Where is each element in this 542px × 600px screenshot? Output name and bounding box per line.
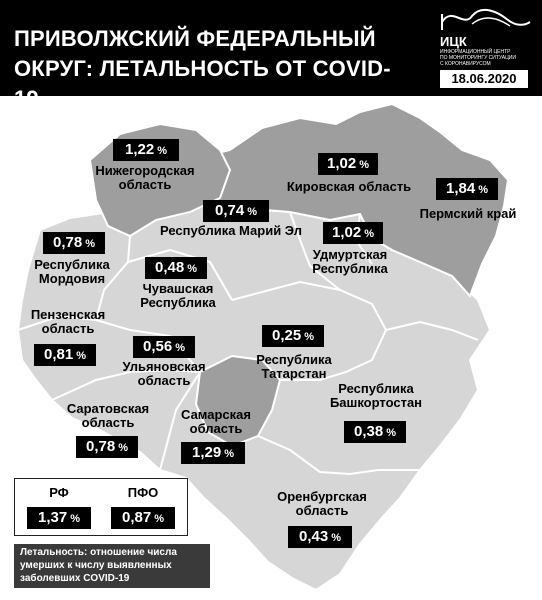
- label-tatarstan: Республика Татарстан: [256, 352, 332, 381]
- value-badge-kirov: 1,02%: [318, 153, 378, 175]
- value-badge-saratov: 0,78%: [76, 436, 138, 458]
- map: 1,22% Нижегородская область 1,02% Кировск…: [0, 96, 542, 600]
- value-badge-nizhny: 1,22%: [113, 139, 179, 161]
- map-svg: [16, 102, 510, 592]
- value-badge-mari-el: 0,74%: [203, 200, 269, 222]
- header: ПРИВОЛЖСКИЙ ФЕДЕРАЛЬНЫЙ ОКРУГ: ЛЕТАЛЬНОС…: [0, 0, 542, 111]
- note-line: умерших к числу выявленных: [20, 560, 172, 571]
- value-badge-tatarstan: 0,25%: [262, 325, 324, 347]
- region-shape-samara: [194, 354, 282, 448]
- logo: ИЦК ИНФОРМАЦИОННЫЙ ЦЕНТР ПО МОНИТОРИНГУ …: [438, 8, 536, 67]
- value-badge-bashkortostan: 0,38%: [344, 421, 406, 443]
- page-title: ПРИВОЛЖСКИЙ ФЕДЕРАЛЬНЫЙ ОКРУГ: ЛЕТАЛЬНОС…: [14, 24, 414, 114]
- label-orenburg: Оренбургская область: [277, 489, 367, 518]
- label-nizhny: Нижегородская область: [95, 163, 195, 192]
- value-badge-ulyanovsk: 0,56%: [133, 336, 195, 358]
- logo-subtitle-line: ПО МОНИТОРИНГУ СИТУАЦИИ: [440, 55, 516, 61]
- label-mari-el: Республика Марий Эл: [160, 223, 302, 238]
- legend-pfo-value: 0,87%: [111, 507, 175, 529]
- logo-wave-icon: [441, 8, 531, 30]
- label-mordovia: Республика Мордовия: [34, 257, 110, 286]
- label-kirov: Кировская область: [286, 179, 412, 194]
- title-line: ОКРУГ: ЛЕТАЛЬНОСТЬ ОТ COVID-19: [14, 56, 391, 111]
- label-samara: Самарская область: [181, 407, 251, 436]
- logo-subtitle: ИНФОРМАЦИОННЫЙ ЦЕНТР ПО МОНИТОРИНГУ СИТУ…: [440, 49, 536, 67]
- label-ulyanovsk: Ульяновская область: [122, 359, 206, 388]
- logo-subtitle-line: С КОРОНАВИРУСОМ: [440, 61, 491, 67]
- value-badge-chuvashia: 0,48%: [145, 257, 207, 279]
- region-shape-north: [148, 102, 510, 298]
- label-udmurtia: Удмуртская Республика: [312, 247, 388, 276]
- label-saratov: Саратовская область: [66, 401, 150, 430]
- value-badge-samara: 1,29%: [181, 442, 245, 464]
- label-penza: Пензенская область: [30, 307, 106, 336]
- logo-subtitle-line: ИНФОРМАЦИОННЫЙ ЦЕНТР: [440, 49, 511, 55]
- label-perm: Пермский край: [419, 206, 517, 221]
- legend-rf-label: РФ: [49, 485, 69, 500]
- value-badge-perm: 1,84%: [436, 178, 498, 200]
- title-line: ПРИВОЛЖСКИЙ ФЕДЕРАЛЬНЫЙ: [14, 26, 376, 51]
- comparison-legend: РФ ПФО 1,37% 0,87%: [14, 478, 188, 536]
- note-line: заболевших COVID-19: [20, 573, 130, 584]
- note-line: Летальность: отношение числа: [20, 547, 177, 558]
- logo-name: ИЦК: [440, 34, 467, 49]
- value-badge-mordovia: 0,78%: [43, 232, 105, 254]
- value-badge-penza: 0,81%: [34, 344, 96, 366]
- definition-note: Летальность: отношение числа умерших к ч…: [14, 544, 210, 588]
- date-badge: 18.06.2020: [440, 70, 528, 88]
- legend-pfo-label: ПФО: [127, 485, 159, 500]
- label-bashkortostan: Республика Башкортостан: [329, 381, 423, 410]
- value-badge-orenburg: 0,43%: [288, 526, 352, 548]
- legend-rf-value: 1,37%: [27, 507, 91, 529]
- label-chuvashia: Чувашская Республика: [140, 281, 216, 310]
- value-badge-udmurtia: 1,02%: [323, 222, 383, 244]
